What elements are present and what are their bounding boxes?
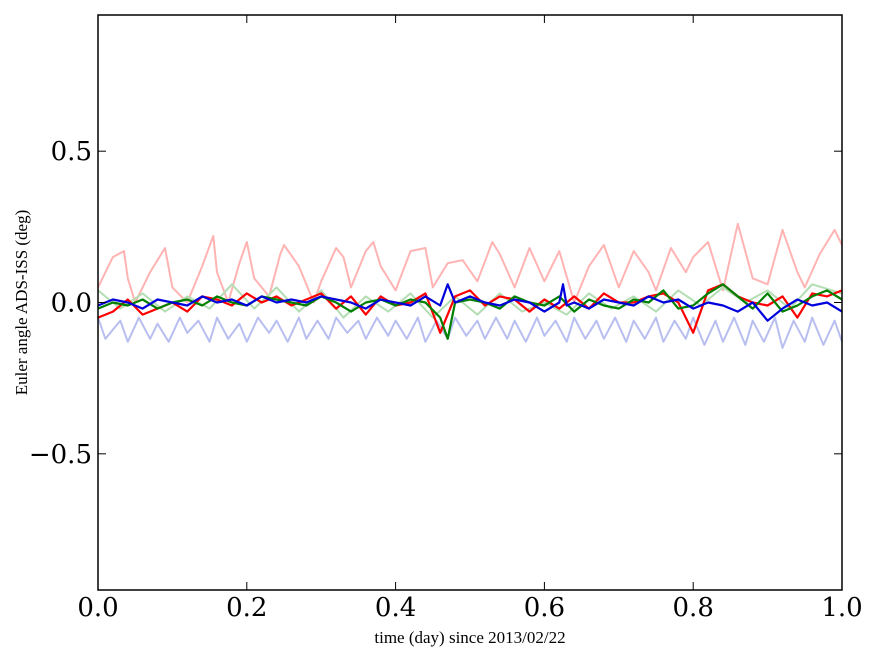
ticks-layer	[97, 15, 843, 590]
x-tick-label: 0.4	[375, 593, 416, 623]
series-line-2	[97, 283, 843, 319]
series-line-6	[97, 283, 843, 322]
series-line-1	[97, 222, 843, 304]
plot-frame	[97, 14, 843, 591]
y-tick-label: 0.0	[51, 289, 92, 319]
x-tick-label: 0.0	[77, 593, 118, 623]
x-tick-label: 0.6	[524, 593, 565, 623]
x-tick-label: 1.0	[821, 593, 862, 623]
series-layer	[97, 222, 843, 349]
tick-labels: 0.0 0.2 0.4 0.6 0.8 1.0 0.5 0.0 −0.5	[29, 137, 863, 623]
x-axis-label: time (day) since 2013/02/22	[374, 628, 565, 647]
y-tick-label: 0.5	[51, 137, 92, 167]
y-tick-label: −0.5	[29, 440, 92, 470]
y-axis-label: Euler angle ADS-ISS (deg)	[12, 210, 31, 396]
x-tick-label: 0.2	[226, 593, 267, 623]
x-tick-label: 0.8	[673, 593, 714, 623]
series-line-5	[97, 283, 843, 340]
series-line-3	[97, 316, 843, 349]
